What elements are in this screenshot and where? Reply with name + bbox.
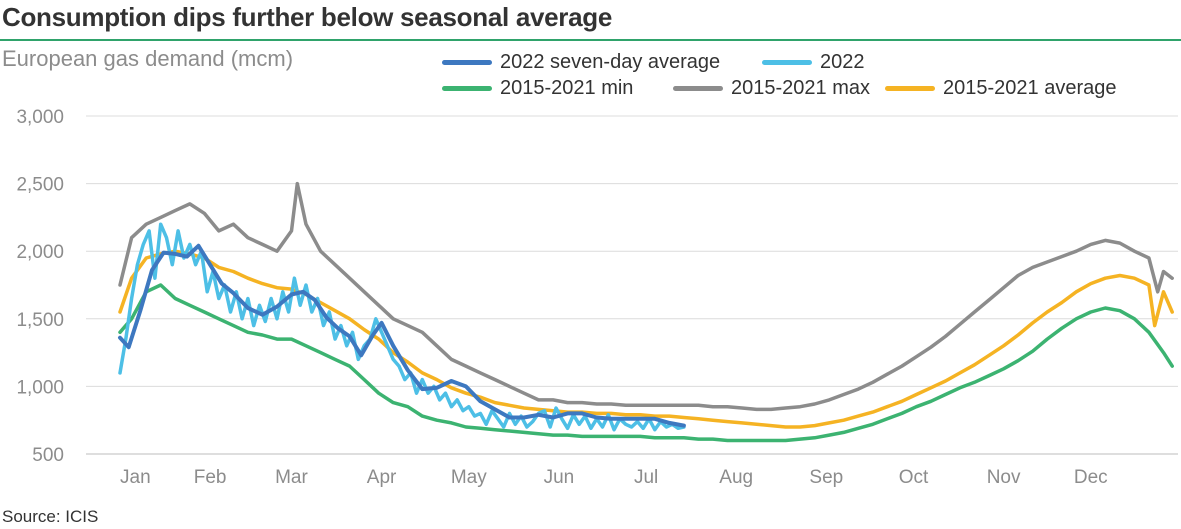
legend-swatch-2022-seven-day-average	[442, 59, 492, 65]
chart-title: Consumption dips further below seasonal …	[2, 2, 613, 32]
x-tick-label: Feb	[194, 467, 227, 488]
legend-label-2022-seven-day-average: 2022 seven-day average	[500, 50, 721, 73]
x-tick-label: Nov	[987, 467, 1021, 488]
x-tick-label: Sep	[809, 467, 843, 488]
title-divider	[0, 39, 1181, 41]
y-axis-label: European gas demand (mcm)	[2, 46, 294, 71]
y-tick-label: 1,500	[16, 310, 64, 331]
x-tick-label: Jul	[634, 467, 658, 488]
legend-label-2015-2021-max: 2015-2021 max	[731, 76, 870, 99]
legend-label-2015-2021-min: 2015-2021 min	[500, 76, 634, 99]
legend-swatch-2015-2021-max	[673, 85, 723, 91]
x-tick-label: Oct	[899, 467, 929, 488]
y-axis-ticks: 500 1,000 1,500 2,000 2,500 3,000	[16, 107, 64, 466]
x-tick-label: Mar	[275, 467, 308, 488]
y-tick-label: 1,000	[16, 377, 64, 398]
source-note: Source: ICIS	[2, 507, 99, 526]
gridlines	[86, 115, 1178, 455]
y-tick-label: 3,000	[16, 107, 64, 128]
x-axis-ticks: Jan Feb Mar Apr May Jun Jul Aug Sep Oct Nov Dec	[120, 467, 1108, 488]
y-tick-label: 2,500	[16, 175, 64, 196]
y-tick-label: 2,000	[16, 242, 64, 263]
legend-swatch-2015-2021-min	[442, 85, 492, 91]
legend-item-2015-2021-min: 2015-2021 min	[442, 75, 633, 101]
x-tick-label: Jun	[544, 467, 575, 488]
series-lines	[118, 181, 1174, 443]
legend-label-2015-2021-average: 2015-2021 average	[943, 76, 1117, 99]
x-tick-label: Apr	[367, 467, 397, 488]
series-line-2022-seven-day-average	[118, 243, 686, 428]
line-chart: 500 1,000 1,500 2,000 2,500 3,000 Jan Feb Mar Ap…	[16, 107, 1178, 488]
y-tick-label: 500	[32, 445, 64, 466]
legend-swatch-2015-2021-average	[885, 85, 935, 91]
legend-label-2022: 2022	[820, 50, 865, 73]
legend-item-2022-seven-day-average: 2022 seven-day average	[442, 49, 720, 75]
series-line-2015-2021-max	[118, 181, 1174, 412]
x-tick-label: Dec	[1074, 467, 1108, 488]
legend-item-2015-2021-max: 2015-2021 max	[673, 75, 870, 101]
series-line-2015-2021-min	[118, 283, 1174, 443]
legend-item-2022: 2022	[762, 49, 865, 75]
legend-item-2015-2021-average: 2015-2021 average	[885, 75, 1116, 101]
series-line-2022	[118, 222, 686, 432]
x-tick-label: Aug	[719, 467, 753, 488]
x-tick-label: Jan	[120, 467, 151, 488]
legend: 2022 seven-day average 2022 2015-2021 mi…	[0, 0, 1181, 110]
x-tick-label: May	[451, 467, 487, 488]
legend-swatch-2022	[762, 59, 812, 65]
